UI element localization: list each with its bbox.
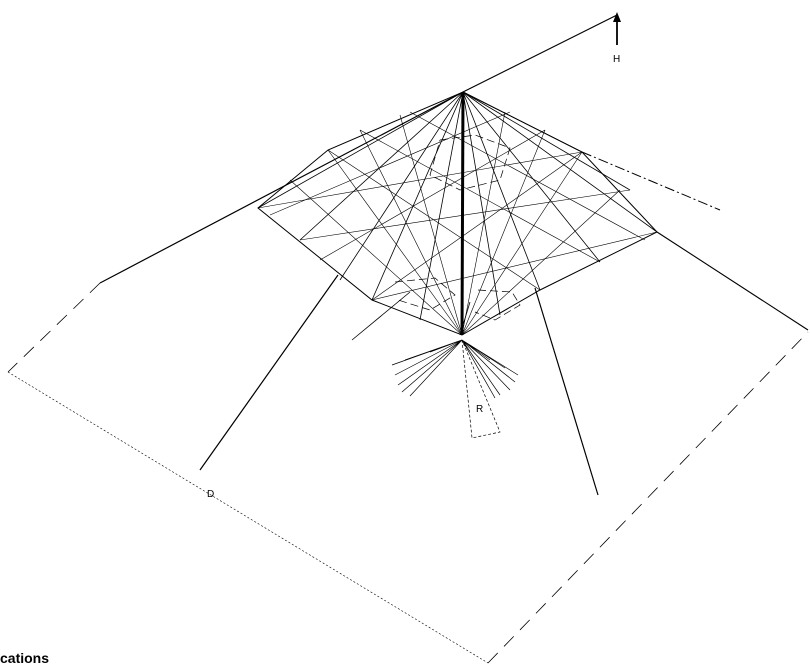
canopy-dashed-panel [429,134,511,191]
ground-outline [7,282,809,664]
canopy-cross-line [319,129,546,261]
canopy-cross-lines [257,111,658,336]
canopy-cross-line [371,231,658,301]
ridge-line-right [581,151,721,211]
canopy-cross-line [461,189,621,336]
canopy-rib [460,91,465,336]
support-line-left [199,274,339,471]
canopy-cross-line [461,151,583,336]
canopy-rib [462,91,501,316]
canopy-dashed-panel [474,289,521,321]
canopy-cross-line [371,151,583,301]
support-line-right [534,287,599,496]
canopy-cross-line [299,189,631,241]
ridge-line-lower-right [656,231,809,331]
canopy-rib [462,91,658,233]
ground-edge-bottom-right [487,331,809,664]
canopy-cross-line [327,149,463,336]
canopy-outline [257,91,658,336]
support-line-center-left [351,291,411,341]
canopy-cross-line [289,179,463,336]
ridge-line-top [462,14,618,93]
radius-fan-right [461,339,519,399]
canopy-ribs [257,91,658,336]
canopy-rib [299,91,464,241]
canopy-rib [339,91,464,281]
canopy-rib [462,91,583,153]
canopy-rib [419,91,464,321]
canopy-cross-line [461,111,506,336]
canopy-rib [462,91,631,191]
height-arrow-head [613,12,621,22]
radius-label: R [476,404,483,415]
canopy-cross-line [359,129,601,263]
canopy-dashed-panel [394,277,456,311]
canopy-cross-line [461,129,546,336]
canopy-cross-line [269,111,511,216]
radius-fan-left [391,339,463,397]
caption-text: cations [0,650,50,666]
ridge-lines [99,14,809,331]
ground-edge-bottom-left [7,371,489,664]
canopy-cross-line [409,111,646,241]
radius-indicator: R [391,339,519,439]
canopy-rib [462,91,541,291]
height-indicator: H [613,12,621,65]
ground-edge-left [7,282,101,373]
ridge-line-left [99,91,464,284]
canopy [257,91,658,336]
canopy-cross-line [257,151,583,209]
canopy-rib [257,91,464,209]
canopy-cross-line [327,149,541,291]
canopy-dashed-panels [394,134,521,321]
radius-wedge [461,339,501,439]
canopy-cross-line [399,114,463,336]
height-label: H [613,54,620,65]
diameter-label: D [207,489,214,500]
support-line-center [459,301,471,336]
support-lines [199,274,599,496]
canopy-rib [371,91,464,301]
canopy-rib [462,91,601,263]
